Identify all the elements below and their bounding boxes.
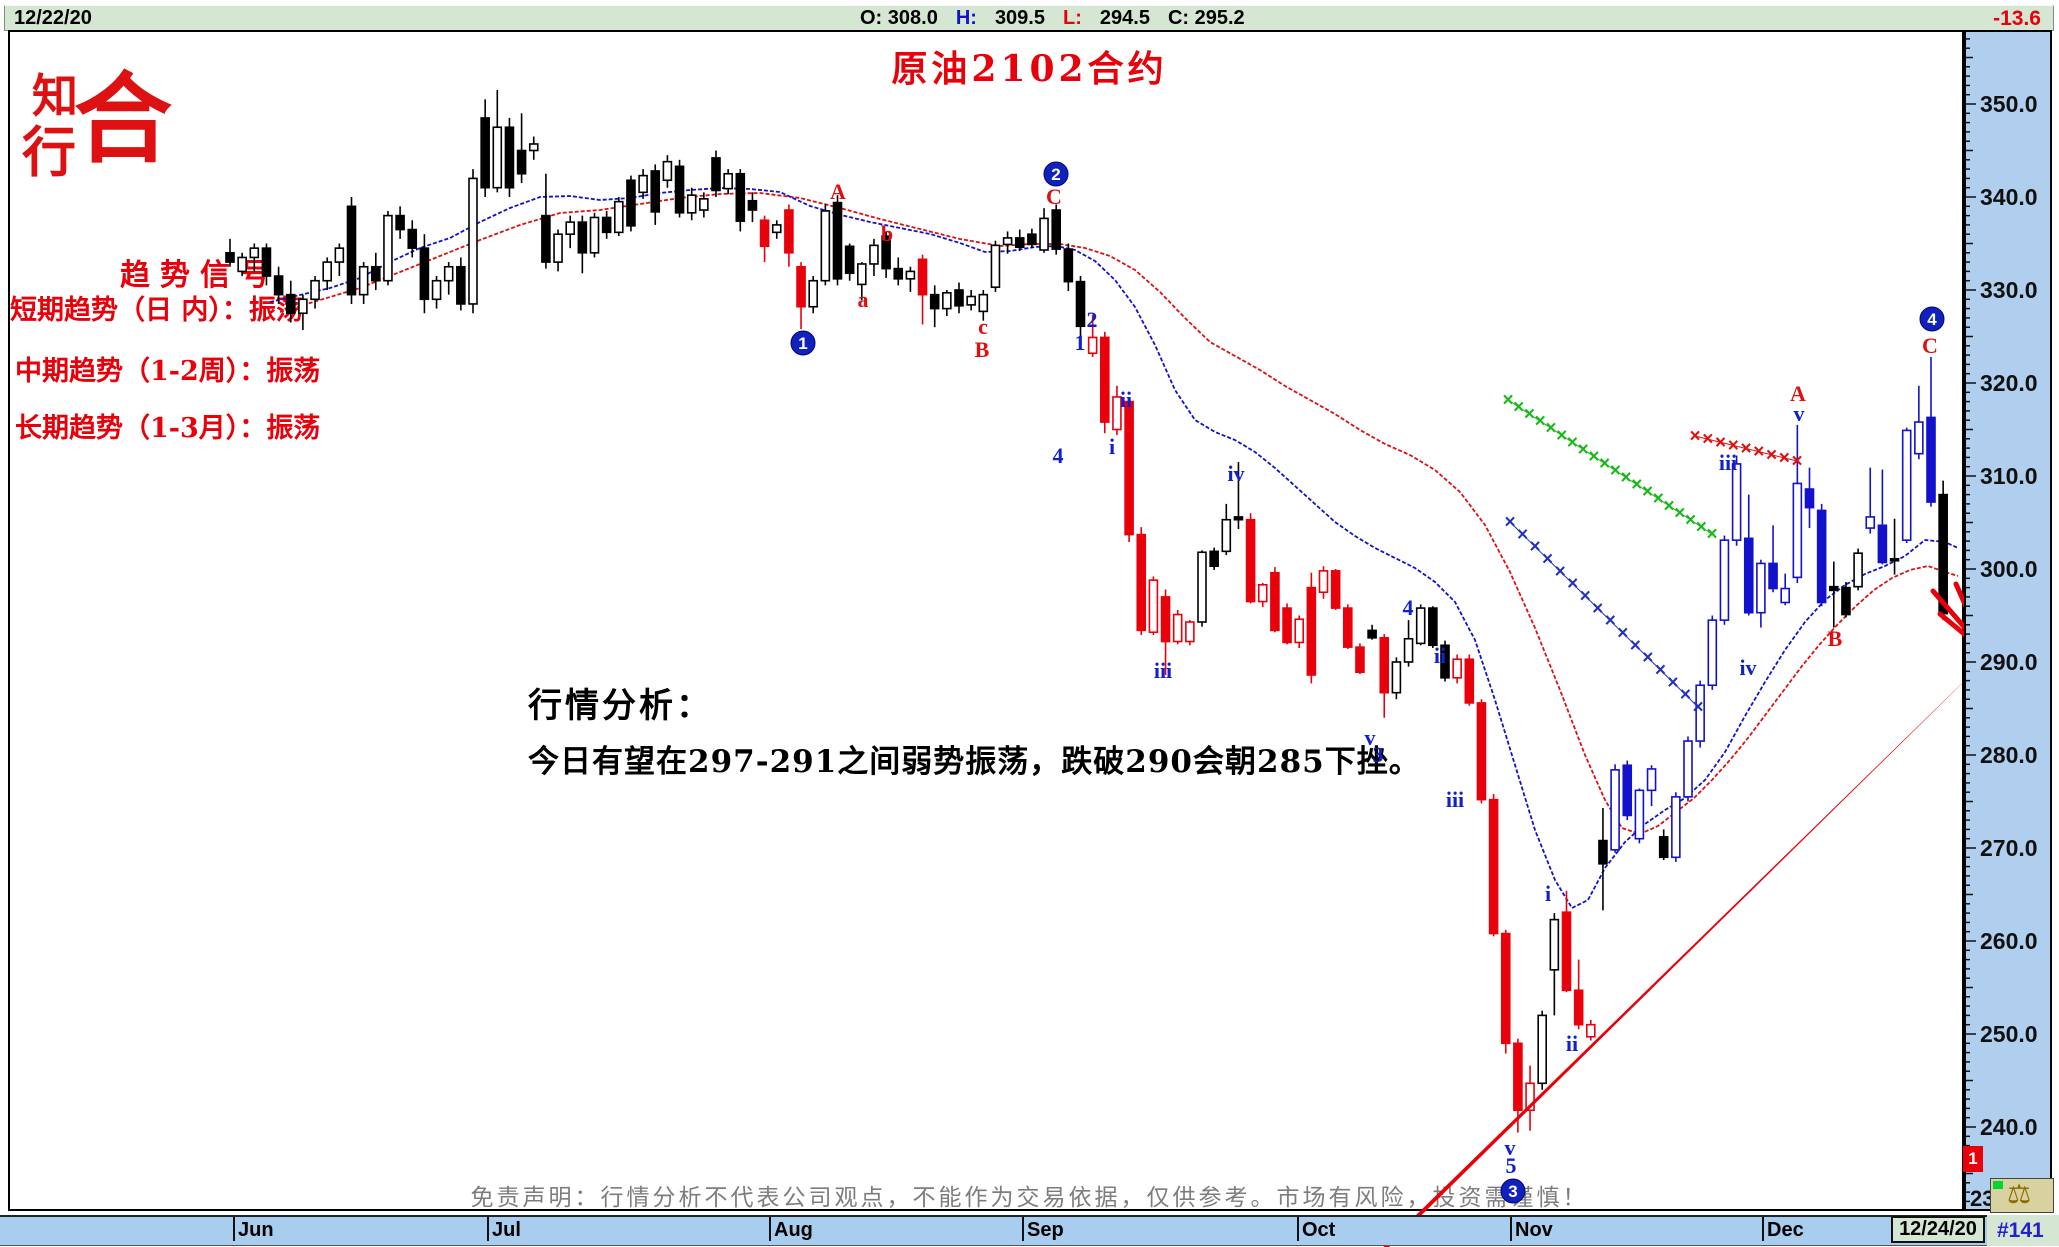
logo-char-right: 合 (74, 64, 173, 174)
svg-text:i: i (1545, 881, 1551, 906)
high-value: 309.5 (994, 7, 1045, 29)
svg-text:4: 4 (1927, 310, 1937, 329)
current-bar-date: 12/22/20 (14, 7, 92, 29)
svg-text:b: b (881, 221, 893, 246)
price-axis-panel[interactable] (1964, 30, 2052, 1211)
svg-text:260.0: 260.0 (1980, 928, 2038, 954)
svg-text:340.0: 340.0 (1980, 184, 2038, 210)
svg-text:iv: iv (1739, 655, 1756, 680)
analysis-body: 今日有望在297-291之间弱势振荡，跌破290会朝285下挫。 (528, 744, 1421, 780)
month-label-dec: Dec (1767, 1219, 1804, 1241)
logo-char-bottom: 行 (22, 123, 76, 183)
svg-text:330.0: 330.0 (1980, 277, 2038, 303)
month-tick (1297, 1217, 1299, 1241)
trend-signal-long: 长期趋势（1-3月）：振荡 (15, 413, 321, 444)
svg-text:B: B (1828, 626, 1843, 651)
svg-text:250.0: 250.0 (1980, 1021, 2038, 1047)
svg-text:i: i (1109, 434, 1115, 459)
svg-text:v: v (1365, 725, 1376, 750)
status-corner (1987, 1215, 2059, 1246)
svg-text:1: 1 (798, 334, 807, 353)
svg-text:3: 3 (1508, 1182, 1517, 1201)
svg-text:×: × (1706, 524, 1717, 545)
axis-marker-badge: 1 (1963, 1146, 1983, 1172)
svg-text:a: a (858, 287, 869, 312)
month-label-sep: Sep (1027, 1219, 1064, 1241)
high-label: H: (955, 7, 977, 29)
svg-text:290.0: 290.0 (1980, 649, 2038, 675)
svg-text:1: 1 (1075, 330, 1086, 355)
scales-icon: ⚖ (2007, 1179, 2032, 1209)
svg-text:3: 3 (1373, 742, 1384, 767)
svg-text:280.0: 280.0 (1980, 742, 2038, 768)
ohlc-readout: O: 308.0 H: 309.5 L: 294.5 C: 295.2 (860, 7, 1263, 30)
svg-text:240.0: 240.0 (1980, 1114, 2038, 1140)
svg-text:C: C (1046, 184, 1062, 209)
svg-text:2: 2 (1087, 307, 1098, 332)
svg-text:A: A (830, 179, 846, 204)
month-tick (487, 1217, 489, 1241)
month-tick (1510, 1217, 1512, 1241)
svg-text:4: 4 (1403, 595, 1414, 620)
svg-text:5: 5 (1506, 1153, 1517, 1178)
svg-text:A: A (1790, 381, 1806, 406)
svg-text:iii: iii (1719, 450, 1737, 475)
month-tick (1022, 1217, 1024, 1241)
svg-text:320.0: 320.0 (1980, 370, 2038, 396)
svg-text:B: B (975, 337, 990, 362)
chart-title: 原油2102合约 (891, 48, 1168, 90)
change-value: -13.6 (1993, 7, 2041, 30)
logo-char-top: 知 (32, 70, 78, 122)
svg-text:ii: ii (1566, 1031, 1578, 1056)
svg-text:2: 2 (1051, 165, 1060, 184)
svg-text:v: v (1794, 401, 1805, 426)
close-value: C: 295.2 (1167, 7, 1245, 29)
svg-text:350.0: 350.0 (1980, 91, 2038, 117)
month-tick (233, 1217, 235, 1241)
svg-text:270.0: 270.0 (1980, 835, 2038, 861)
month-label-nov: Nov (1515, 1219, 1553, 1241)
brand-logo: 知 行 合 (10, 56, 180, 206)
svg-text:c: c (978, 314, 988, 339)
svg-text:iii: iii (1446, 787, 1464, 812)
bar-count-label: #141 (1997, 1219, 2044, 1242)
month-tick (1762, 1217, 1764, 1241)
svg-text:310.0: 310.0 (1980, 463, 2038, 489)
svg-text:iv: iv (1227, 461, 1244, 486)
low-value: 294.5 (1099, 7, 1150, 29)
month-label-jul: Jul (492, 1219, 521, 1241)
disclaimer-text: 免责声明：行情分析不代表公司观点，不能作为交易依据，仅供参考。市场有风险，投资需… (470, 1185, 1589, 1211)
time-axis-bar[interactable] (0, 1215, 1987, 1246)
month-label-jun: Jun (238, 1219, 274, 1241)
trend-signal-mid: 中期趋势（1-2周）：振荡 (15, 356, 321, 387)
svg-text:300.0: 300.0 (1980, 556, 2038, 582)
svg-text:×: × (1791, 451, 1802, 472)
last-date-box[interactable]: 12/24/20 (1891, 1216, 1985, 1243)
month-label-oct: Oct (1302, 1219, 1336, 1241)
chart-plot-area[interactable] (8, 30, 1964, 1211)
low-label: L: (1063, 7, 1082, 29)
svg-text:v: v (1505, 1135, 1516, 1160)
svg-text:ii: ii (1120, 387, 1132, 412)
trend-signal-short: 短期趋势（日 内）：振荡 (10, 295, 303, 326)
svg-text:×: × (1692, 697, 1703, 718)
month-label-aug: Aug (774, 1219, 813, 1241)
svg-text:ii: ii (1434, 643, 1446, 668)
connection-dot (1993, 1181, 2003, 1189)
svg-text:iii: iii (1154, 658, 1172, 683)
svg-text:4: 4 (1053, 443, 1064, 468)
scales-status-icon[interactable]: ⚖ (1990, 1178, 2054, 1213)
svg-text:C: C (1922, 333, 1938, 358)
month-tick (769, 1217, 771, 1241)
open-value: O: 308.0 (860, 7, 938, 29)
analysis-header: 行情分析： (528, 686, 713, 726)
